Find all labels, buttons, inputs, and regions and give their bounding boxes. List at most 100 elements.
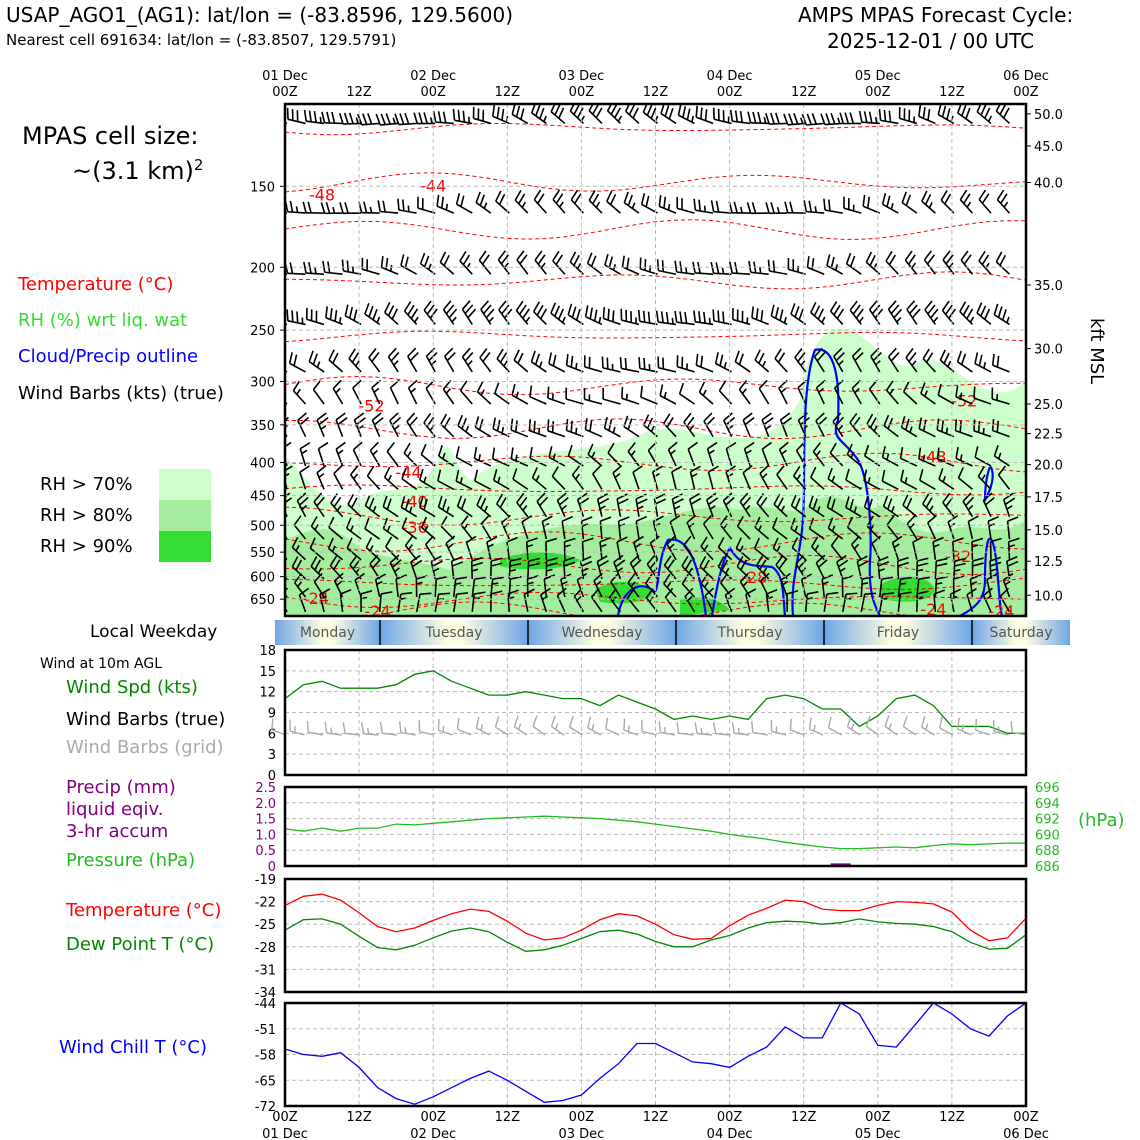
wind-barb-flag [337, 417, 348, 426]
wind-barb-flag [877, 561, 890, 567]
wind-barb-half [433, 567, 440, 572]
wind-barb-half [909, 522, 915, 529]
kft-tick-label: 15.0 [1034, 524, 1063, 539]
wind-barb-flag [609, 193, 617, 205]
bottom-date-label: 05 Dec [855, 1127, 901, 1140]
wind-barb-half [945, 427, 949, 434]
wind-barb-flag [344, 304, 349, 317]
wind-barb-flag [499, 352, 508, 363]
wind-barb-flag [313, 492, 323, 503]
wind-barb-flag [603, 416, 608, 429]
wind-barb-grid-flag [306, 720, 310, 733]
wind-barb-flag [851, 379, 861, 389]
wind-barb [974, 362, 992, 373]
wind-barb-half [574, 473, 581, 480]
wind-barb [967, 521, 974, 540]
wind-barb [476, 504, 492, 518]
grid-barb-group [532, 715, 546, 736]
wind-barb-flag [997, 465, 1007, 476]
wind-barb-flag [366, 465, 375, 477]
wind-barb-half [837, 424, 844, 431]
wind-barb [829, 452, 844, 467]
wind-barb-flag [839, 112, 845, 124]
wind-barb-flag [645, 573, 653, 584]
wind-barb-flag [522, 308, 530, 319]
wind-barb-true [492, 692, 497, 706]
wind-barb [602, 398, 621, 405]
wind-barb-flag [577, 492, 588, 501]
wind-barb-flag [918, 447, 922, 459]
wind-barb-flag [313, 572, 323, 583]
wind-barb [480, 523, 492, 540]
wind-barb-true-flag [905, 692, 916, 694]
wind-barb-half [814, 544, 820, 551]
wind-barb-half [637, 505, 644, 510]
wind-barb-grid [605, 728, 620, 736]
wind-barb [689, 471, 696, 490]
top-hour-label: 00Z [717, 85, 743, 100]
windchill-line [284, 1002, 1027, 1105]
top-date-label: 01 Dec [262, 69, 308, 84]
wind-barb [765, 593, 770, 612]
wind-barb [473, 117, 492, 125]
wind-barb-flag [897, 561, 910, 567]
wind-barb-true-half [398, 694, 404, 696]
wind-barb [997, 474, 1011, 490]
grid-barb-group [494, 716, 509, 736]
wind-barb-flag [890, 304, 900, 315]
wind-barb-flag [882, 495, 889, 507]
wind-barb-flag [1006, 555, 1018, 562]
wind-barb-flag [735, 537, 742, 549]
wind-barb-flag [404, 112, 410, 125]
wind-barb [739, 581, 751, 598]
wind-barb-flag [937, 383, 942, 396]
wind-barb-flag [660, 311, 664, 323]
wind-barb-flag [751, 306, 754, 318]
wind-barb [364, 505, 381, 518]
wind-barb-flag [918, 576, 931, 580]
wind-barb-flag [744, 417, 755, 426]
wind-barb-flag [632, 465, 643, 473]
wind-barb-flag [571, 465, 581, 476]
top-date-label: 04 Dec [707, 69, 753, 84]
wind-barb [529, 429, 547, 438]
wind-barb [973, 430, 992, 438]
wind-barb-flag [445, 304, 455, 315]
wind-barb [735, 547, 751, 561]
wind-barb [918, 428, 936, 438]
wind-barb-flag [907, 254, 916, 265]
wind-barb [567, 314, 584, 326]
wind-barb-flag [268, 310, 269, 321]
wind-barb-flag [327, 537, 334, 549]
wind-barb [922, 358, 936, 373]
wind-barb-flag [492, 469, 498, 481]
wind-barb-flag [478, 250, 487, 261]
wind-barb-half [465, 425, 470, 433]
wind-barb [827, 478, 844, 490]
wind-barb-flag [332, 352, 339, 364]
wind-barb-flag [467, 308, 477, 319]
wind-barb [551, 475, 566, 490]
wind-barb [381, 266, 399, 275]
wind-barb-flag [504, 308, 513, 319]
wind-barb-flag [849, 300, 858, 311]
wind-barb-flag [436, 194, 440, 207]
legend-temperature: Temperature (°C) [18, 274, 174, 295]
wind-barb-flag [557, 308, 564, 320]
wind-barb-flag [423, 412, 432, 424]
wind-barb-flag [341, 259, 345, 272]
wind-barb [658, 269, 677, 276]
wind-barb-flag [742, 496, 752, 507]
wind-barb-flag [500, 254, 509, 265]
wind-barb [548, 362, 566, 373]
wind-barb-flag [864, 592, 877, 596]
wind-barb-flag [720, 573, 729, 584]
wind-barb [287, 272, 306, 276]
wind-barb [604, 264, 621, 275]
wind-barb-true-half [590, 698, 596, 700]
wind-barb [450, 561, 455, 580]
wind-barb-flag [976, 104, 982, 113]
wind-barb-half [360, 596, 368, 600]
wind-barb-flag [972, 557, 984, 562]
wind-barb-half [393, 360, 399, 366]
